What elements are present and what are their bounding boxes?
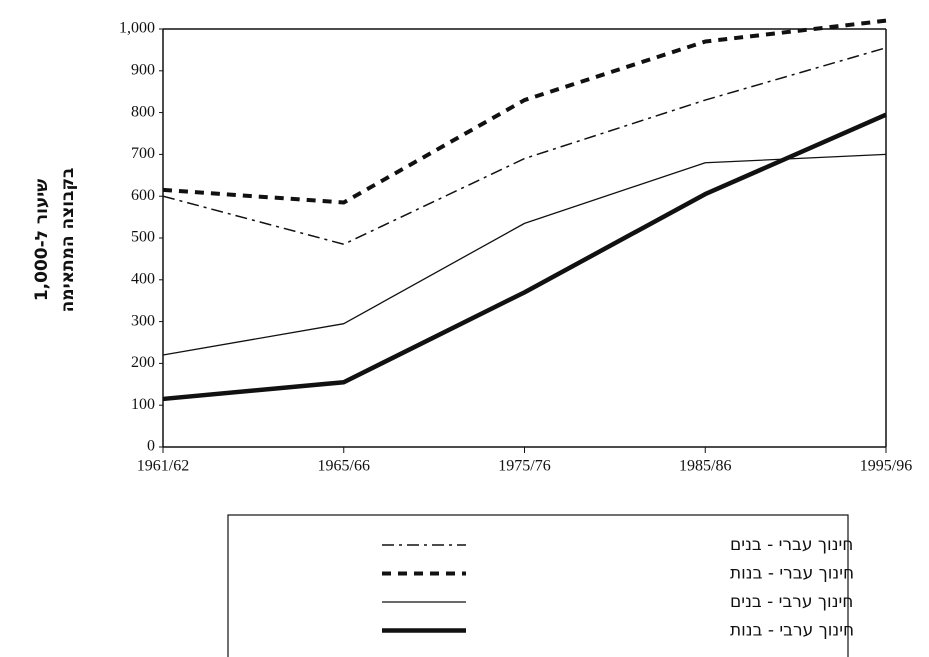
y-tick-label: 1,000 bbox=[119, 20, 155, 37]
x-tick-label: 1995/96 bbox=[860, 458, 912, 475]
y-label-1: שיעור ל-1,000 bbox=[32, 179, 52, 301]
y-label-2: בקבוצה המתאימה bbox=[58, 168, 78, 313]
x-tick-label: 1975/76 bbox=[498, 458, 550, 475]
legend-label: חינוך עברי - בנות bbox=[730, 564, 854, 584]
legend-label: חינוך עברי - בנים bbox=[730, 535, 853, 555]
series-line bbox=[162, 153, 887, 356]
x-tick-label: 1961/62 bbox=[137, 458, 189, 475]
y-tick-label: 800 bbox=[131, 103, 155, 120]
y-tick-label: 200 bbox=[131, 354, 155, 371]
y-tick-label: 400 bbox=[131, 270, 155, 287]
y-axis-label: בקבוצה המתאימה bbox=[58, 168, 78, 313]
y-tick-label: 0 bbox=[147, 438, 155, 455]
y-tick-label: 700 bbox=[131, 145, 155, 162]
series-line bbox=[162, 47, 887, 246]
x-tick-label: 1965/66 bbox=[318, 458, 370, 475]
legend-box bbox=[227, 514, 849, 657]
x-tick-label: 1985/86 bbox=[679, 458, 731, 475]
y-tick-label: 500 bbox=[131, 229, 155, 246]
series-line bbox=[162, 112, 887, 402]
legend-label: חינוך ערבי - בנות bbox=[730, 621, 854, 641]
y-tick-label: 900 bbox=[131, 61, 155, 78]
y-tick-label: 600 bbox=[131, 187, 155, 204]
y-tick-label: 300 bbox=[131, 312, 155, 329]
series-line bbox=[162, 18, 887, 205]
y-tick-label: 100 bbox=[131, 396, 155, 413]
y-axis-label: שיעור ל-1,000 bbox=[32, 179, 52, 301]
legend-label: חינוך ערבי - בנים bbox=[730, 592, 853, 612]
